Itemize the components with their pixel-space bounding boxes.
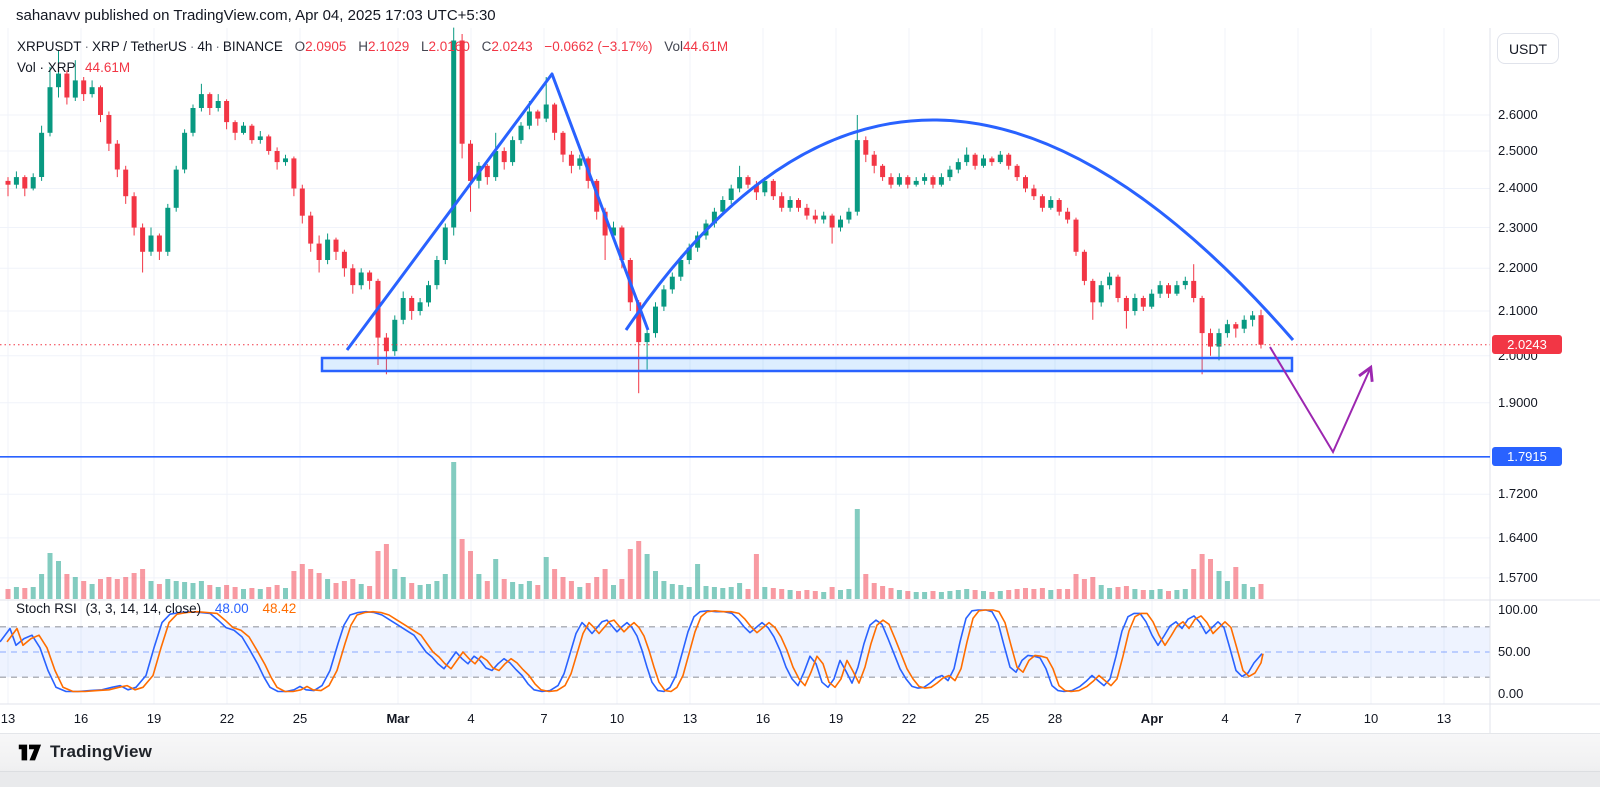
support-zone-rectangle xyxy=(320,356,1294,373)
pane-separators xyxy=(0,28,1600,733)
stoch-band xyxy=(0,626,1490,678)
footer-strip xyxy=(0,771,1600,787)
price-axis[interactable] xyxy=(1490,28,1600,733)
analyst-drawings[interactable] xyxy=(0,72,1490,458)
stoch-lines xyxy=(0,609,1264,693)
projection-arrow xyxy=(1269,346,1374,455)
chart-pane[interactable] xyxy=(0,28,1490,704)
rounded-top-arc xyxy=(624,118,1295,341)
triangle-trendlines xyxy=(345,72,650,351)
tradingview-logo-icon[interactable] xyxy=(16,739,42,765)
volume-bars xyxy=(5,462,1264,599)
currency-toggle-button[interactable]: USDT xyxy=(1497,33,1559,64)
footer-bar: TradingView xyxy=(0,733,1600,787)
time-axis[interactable] xyxy=(0,704,1490,733)
candles xyxy=(5,27,1264,394)
tradingview-brand-text[interactable]: TradingView xyxy=(50,742,153,761)
